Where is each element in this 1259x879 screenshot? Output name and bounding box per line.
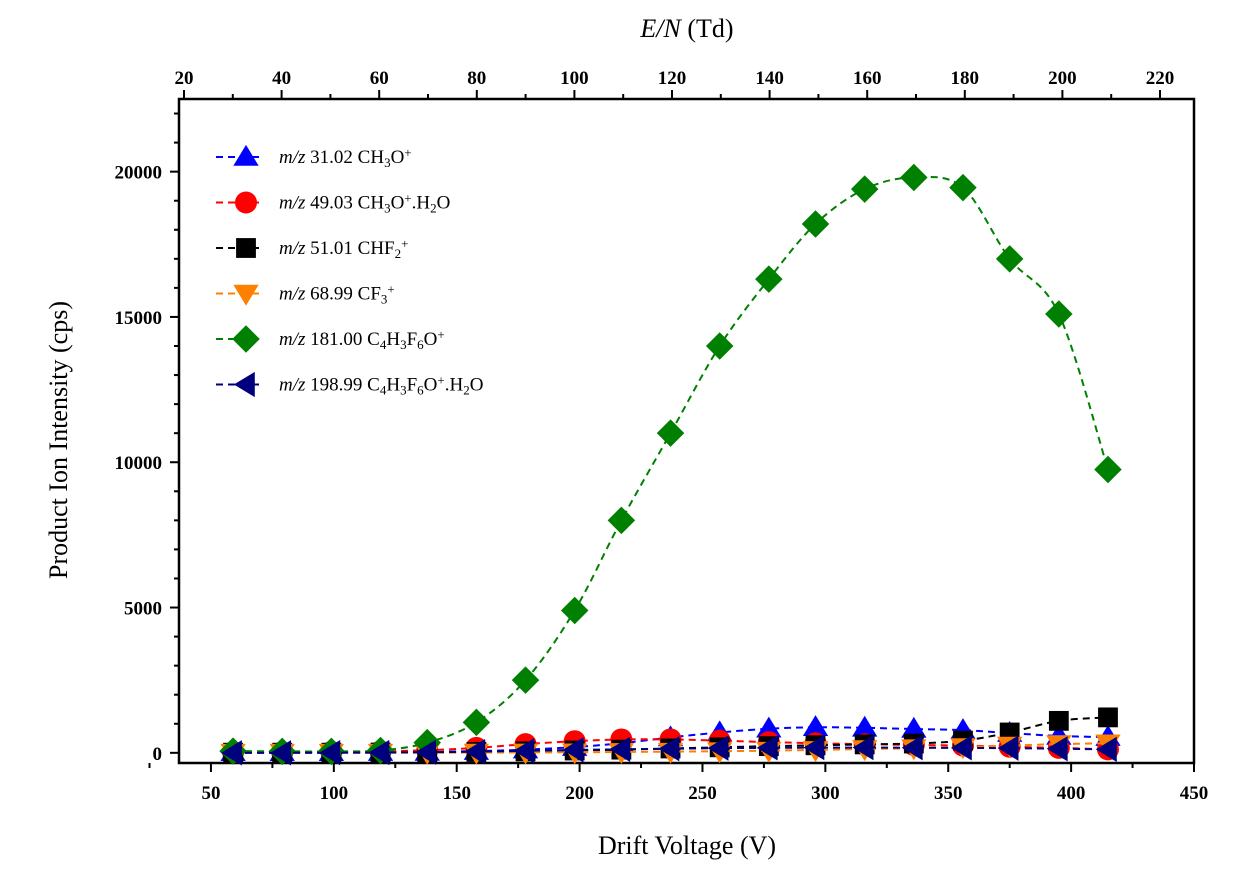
legend-entry: m/z 51.01 CHF2+ (216, 236, 408, 261)
data-point (656, 419, 685, 447)
data-point (513, 738, 535, 764)
data-point (607, 506, 636, 535)
data-point (949, 173, 977, 202)
data-point (756, 735, 778, 761)
legend-entry: m/z 181.00 C4H3F6O+ (216, 325, 445, 353)
legend-entry: m/z 31.02 CH3O+ (216, 144, 412, 170)
legend-label: m/z 181.00 C4H3F6O+ (279, 327, 445, 352)
data-point (756, 716, 782, 738)
x-axis-title: Drift Voltage (V) (598, 831, 776, 860)
x-tick-label: 200 (565, 783, 594, 804)
top-tick-label: 40 (272, 68, 291, 89)
data-point (368, 739, 390, 766)
legend-label: m/z 198.99 C4H3F6O+.H2O (279, 373, 483, 398)
data-point (270, 740, 292, 766)
x-tick-label: 400 (1057, 783, 1086, 804)
data-point (1098, 707, 1118, 728)
x-tick-label: 50 (201, 783, 220, 804)
y-axis-title: Product Ion Intensity (cps) (44, 301, 73, 579)
x-tick-label: 250 (688, 783, 717, 804)
top-axis-title-unit: (Td) (681, 14, 734, 43)
data-point (658, 736, 680, 762)
legend-entry: m/z 49.03 CH3O+.H2O (216, 191, 450, 216)
legend-label: m/z 68.99 CF3+ (279, 282, 395, 307)
top-axis-title-italic: E/N (639, 14, 682, 43)
x-tick-label: 100 (320, 783, 349, 804)
data-point (995, 245, 1024, 273)
data-point (462, 708, 491, 737)
data-point (511, 666, 540, 694)
data-point (319, 740, 341, 766)
legend-marker (233, 284, 259, 306)
y-tick-label: 20000 (115, 163, 163, 184)
data-point (707, 735, 729, 761)
y-tick-label: 10000 (115, 453, 163, 474)
top-tick-label: 220 (1146, 68, 1175, 89)
data-point (900, 163, 928, 192)
x-tick-label: 150 (442, 783, 471, 804)
data-point (609, 736, 631, 762)
data-point (852, 715, 878, 737)
data-point (852, 734, 874, 761)
data-point (1048, 710, 1069, 731)
data-point (950, 735, 972, 761)
data-point (1046, 736, 1068, 762)
top-axis-title: E/N (Td) (639, 14, 733, 43)
y-tick-label: 15000 (115, 308, 163, 329)
top-tick-label: 180 (951, 68, 980, 89)
top-tick-label: 60 (370, 68, 389, 89)
top-tick-label: 120 (658, 68, 687, 89)
legend-marker (236, 238, 256, 258)
data-point (755, 265, 783, 293)
top-tick-label: 200 (1048, 68, 1077, 89)
data-point (1095, 736, 1117, 762)
series-line (233, 175, 1109, 753)
top-tick-label: 140 (755, 68, 784, 89)
legend-entry: m/z 198.99 C4H3F6O+.H2O (216, 371, 483, 398)
legend-label: m/z 49.03 CH3O+.H2O (279, 191, 450, 216)
legend-marker (232, 325, 260, 353)
legend-marker (233, 371, 255, 398)
data-point (1045, 300, 1073, 328)
data-point (1094, 455, 1122, 484)
axes-layer: 50 100 150 200 250 300 350 400 450 0 5000 10000 1500… (115, 68, 1209, 804)
data-point (801, 210, 830, 238)
top-tick-label: 100 (560, 68, 589, 89)
legend-label: m/z 31.02 CH3O+ (279, 145, 412, 170)
top-tick-label: 160 (853, 68, 882, 89)
data-point (562, 737, 584, 763)
series-5 (219, 163, 1122, 766)
data-point (415, 739, 437, 765)
data-point (705, 332, 734, 360)
data-point (464, 739, 486, 765)
data-point (803, 734, 825, 761)
y-tick-label: 5000 (124, 599, 162, 620)
plot-frame (177, 97, 1196, 765)
legend-marker (233, 144, 259, 166)
data-point (802, 715, 829, 737)
data-point (220, 740, 242, 766)
data-point (901, 735, 923, 761)
series-6 (220, 734, 1117, 766)
legend-entry: m/z 68.99 CF3+ (216, 282, 395, 307)
x-tick-label: 450 (1180, 783, 1209, 804)
series-layer (219, 163, 1122, 766)
legend: m/z 31.02 CH3O+ m/z 49.03 CH3O+.H2O m/z 51… (216, 144, 483, 398)
x-tick-label: 350 (934, 783, 963, 804)
data-point (997, 735, 1019, 761)
plot-area (177, 97, 1196, 765)
legend-marker (235, 191, 257, 214)
data-point (850, 175, 879, 203)
x-tick-label: 300 (811, 783, 840, 804)
data-point (901, 716, 927, 738)
legend-label: m/z 51.01 CHF2+ (279, 236, 408, 261)
data-point (560, 596, 589, 625)
top-tick-label: 80 (467, 68, 486, 89)
y-tick-label: 0 (153, 744, 163, 765)
top-tick-label: 20 (175, 68, 194, 89)
